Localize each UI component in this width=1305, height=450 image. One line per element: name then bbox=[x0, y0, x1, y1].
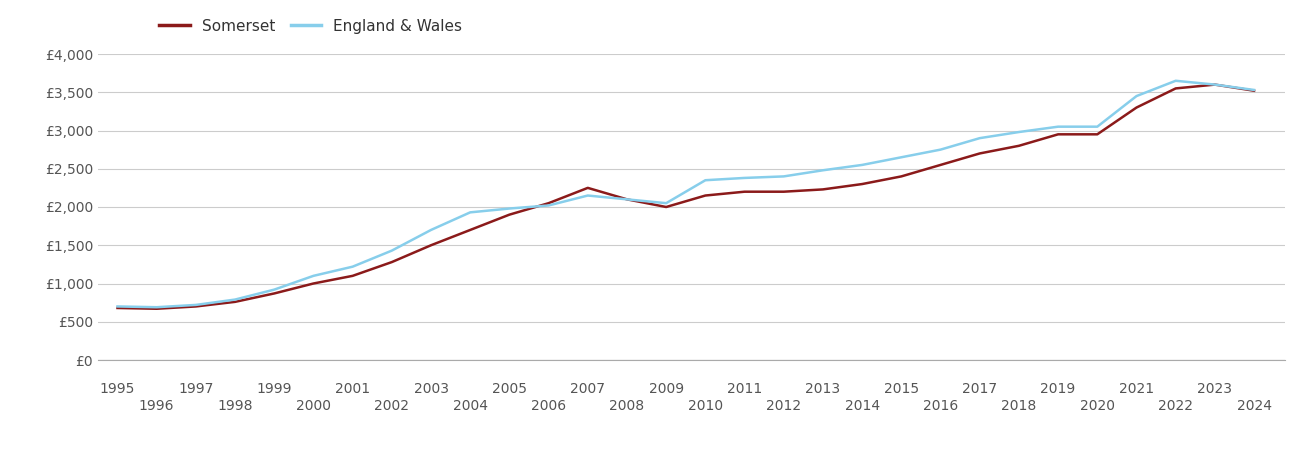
Text: 2002: 2002 bbox=[375, 399, 410, 413]
Somerset bbox=[384, 259, 399, 265]
England & Wales bbox=[1207, 82, 1223, 87]
Somerset bbox=[1051, 131, 1066, 137]
England & Wales bbox=[737, 175, 753, 180]
Text: 2017: 2017 bbox=[962, 382, 997, 396]
Somerset bbox=[110, 305, 125, 310]
Somerset bbox=[1011, 143, 1027, 148]
England & Wales bbox=[149, 305, 164, 310]
England & Wales bbox=[855, 162, 870, 167]
Text: 2010: 2010 bbox=[688, 399, 723, 413]
Text: 2024: 2024 bbox=[1237, 399, 1271, 413]
Text: 1995: 1995 bbox=[99, 382, 136, 396]
England & Wales bbox=[1168, 78, 1184, 84]
Text: 2008: 2008 bbox=[609, 399, 645, 413]
Somerset bbox=[737, 189, 753, 194]
Somerset bbox=[305, 281, 321, 286]
Somerset bbox=[894, 174, 910, 179]
Text: 2004: 2004 bbox=[453, 399, 488, 413]
Somerset bbox=[462, 227, 478, 233]
England & Wales bbox=[384, 248, 399, 253]
Text: 2023: 2023 bbox=[1198, 382, 1232, 396]
Text: 2000: 2000 bbox=[296, 399, 331, 413]
Text: 2003: 2003 bbox=[414, 382, 449, 396]
England & Wales bbox=[972, 135, 988, 141]
Somerset bbox=[149, 306, 164, 311]
Text: 1996: 1996 bbox=[138, 399, 175, 413]
Text: 2016: 2016 bbox=[923, 399, 958, 413]
England & Wales bbox=[1129, 93, 1144, 99]
England & Wales bbox=[305, 273, 321, 279]
England & Wales bbox=[816, 167, 831, 173]
England & Wales bbox=[894, 154, 910, 160]
Text: 2020: 2020 bbox=[1079, 399, 1114, 413]
England & Wales bbox=[658, 201, 673, 206]
England & Wales bbox=[933, 147, 949, 152]
Line: England & Wales: England & Wales bbox=[117, 81, 1254, 307]
Text: 2007: 2007 bbox=[570, 382, 606, 396]
England & Wales bbox=[188, 302, 204, 308]
Somerset bbox=[816, 187, 831, 192]
Somerset bbox=[423, 243, 438, 248]
Somerset bbox=[188, 304, 204, 309]
Text: 2009: 2009 bbox=[649, 382, 684, 396]
Somerset bbox=[1207, 82, 1223, 87]
Text: 1997: 1997 bbox=[179, 382, 214, 396]
England & Wales bbox=[1051, 124, 1066, 129]
Somerset bbox=[1246, 88, 1262, 94]
Somerset bbox=[579, 185, 595, 191]
Somerset bbox=[619, 197, 634, 202]
England & Wales bbox=[619, 197, 634, 202]
Somerset bbox=[776, 189, 792, 194]
England & Wales bbox=[1246, 87, 1262, 93]
Somerset bbox=[933, 162, 949, 167]
Text: 1998: 1998 bbox=[218, 399, 253, 413]
England & Wales bbox=[501, 206, 517, 211]
Text: 2001: 2001 bbox=[335, 382, 371, 396]
Somerset bbox=[540, 201, 556, 206]
England & Wales bbox=[1090, 124, 1105, 129]
Text: 2012: 2012 bbox=[766, 399, 801, 413]
Line: Somerset: Somerset bbox=[117, 85, 1254, 309]
England & Wales bbox=[227, 297, 243, 302]
Somerset bbox=[698, 193, 714, 198]
England & Wales bbox=[776, 174, 792, 179]
Text: 2011: 2011 bbox=[727, 382, 762, 396]
Somerset bbox=[855, 181, 870, 187]
Somerset bbox=[1168, 86, 1184, 91]
England & Wales bbox=[698, 177, 714, 183]
England & Wales bbox=[1011, 129, 1027, 135]
Somerset bbox=[658, 204, 673, 210]
Text: 2019: 2019 bbox=[1040, 382, 1075, 396]
England & Wales bbox=[266, 287, 282, 292]
Text: 2006: 2006 bbox=[531, 399, 566, 413]
Text: 2021: 2021 bbox=[1118, 382, 1154, 396]
Text: 2018: 2018 bbox=[1001, 399, 1036, 413]
England & Wales bbox=[540, 203, 556, 208]
England & Wales bbox=[345, 264, 360, 270]
England & Wales bbox=[579, 193, 595, 198]
Somerset bbox=[1129, 105, 1144, 110]
Somerset bbox=[501, 212, 517, 217]
Somerset bbox=[266, 291, 282, 296]
Somerset bbox=[972, 151, 988, 156]
Somerset bbox=[227, 299, 243, 305]
Somerset bbox=[345, 273, 360, 279]
Text: 2005: 2005 bbox=[492, 382, 527, 396]
England & Wales bbox=[110, 304, 125, 309]
England & Wales bbox=[462, 210, 478, 215]
Text: 2014: 2014 bbox=[844, 399, 880, 413]
Text: 2022: 2022 bbox=[1158, 399, 1193, 413]
Text: 2015: 2015 bbox=[883, 382, 919, 396]
Legend: Somerset, England & Wales: Somerset, England & Wales bbox=[153, 13, 468, 40]
England & Wales bbox=[423, 227, 438, 233]
Somerset bbox=[1090, 131, 1105, 137]
Text: 1999: 1999 bbox=[257, 382, 292, 396]
Text: 2013: 2013 bbox=[805, 382, 840, 396]
